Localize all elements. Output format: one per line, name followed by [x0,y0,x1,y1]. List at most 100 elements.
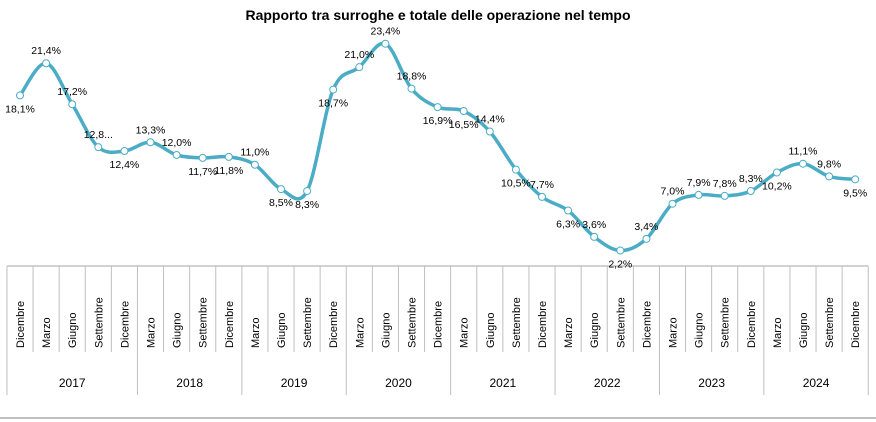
data-label: 12,0% [162,137,192,149]
data-label: 18,7% [318,98,348,110]
data-label: 8,5% [269,197,293,209]
data-label: 16,9% [423,115,453,127]
data-point [642,234,651,243]
year-label: 2020 [385,376,412,390]
data-label: 11,1% [789,146,818,158]
chart-title: Rapporto tra surroghe e totale delle ope… [245,7,631,23]
month-tick-label: Marzo [668,317,680,348]
month-tick-label: Giugno [485,313,497,348]
data-point [407,84,416,93]
data-label: 18,8% [397,71,427,83]
year-label: 2021 [489,376,516,390]
month-tick-label: Settembre [615,297,627,348]
data-label: 2,2% [608,259,632,271]
data-label: 3,6% [582,219,606,231]
data-point [668,199,677,208]
data-label: 12,8... [84,129,113,141]
data-point [224,152,233,161]
data-label: 18,1% [5,103,35,115]
data-label: 21,0% [344,49,374,61]
month-tick-label: Settembre [511,297,523,348]
data-point [146,138,155,147]
data-label-layer: 18,1% 21,4% 17,2% 12,8... 12,4% 13,3%12,0% 11,… [5,26,867,271]
data-point [355,63,364,72]
data-point [250,160,259,169]
data-point [616,246,625,255]
month-tick-label: Dicembre [328,301,340,348]
data-label: 6,3% [556,219,580,231]
data-label: 9,8% [817,158,841,170]
month-tick-label: Dicembre [850,301,862,348]
month-tick-label: Dicembre [537,301,549,348]
year-label: 2018 [176,376,203,390]
data-label: 23,4% [371,26,401,38]
data-label: 3,4% [634,221,658,233]
month-tick-label: Giugno [172,313,184,348]
month-tick-label: Giugno [694,313,706,348]
data-point [825,172,834,181]
month-tick-label: Dicembre [433,301,445,348]
month-tick-label: Giugno [276,313,288,348]
data-point [433,103,442,112]
month-tick-label: Marzo [250,317,262,348]
data-label: 7,0% [661,186,685,198]
data-label: 9,5% [843,187,867,199]
data-point [68,100,77,109]
data-point [590,232,599,241]
data-point [459,107,468,116]
data-label: 16,5% [449,119,479,131]
data-label: 14,4% [475,114,505,126]
month-tick-label: Dicembre [224,301,236,348]
data-label: 7,9% [687,177,711,189]
data-point [381,39,390,48]
data-point [851,175,860,184]
data-label: 7,7% [530,179,554,191]
month-tick-label: Settembre [302,297,314,348]
data-label: 8,3% [739,173,763,185]
data-label: 11,7% [188,166,217,178]
data-label: 11,0% [240,147,269,159]
month-tick-label: Giugno [798,313,810,348]
year-label: 2017 [59,376,86,390]
year-label: 2023 [698,376,725,390]
data-point [564,206,573,215]
month-tick-label: Settembre [720,297,732,348]
data-label: 13,3% [136,124,166,136]
data-point [329,85,338,94]
data-point [303,187,312,196]
month-tick-label: Marzo [459,317,471,348]
data-point [694,190,703,199]
month-tick-label: Giugno [67,313,79,348]
year-label: 2022 [594,376,621,390]
month-tick-label: Marzo [563,317,575,348]
data-point [746,187,755,196]
data-label: 8,3% [295,199,319,211]
month-tick-label: Dicembre [15,301,27,348]
month-tick-label: Dicembre [746,301,758,348]
month-tick-label: Dicembre [119,301,131,348]
data-point [720,191,729,200]
data-label: 12,4% [110,159,140,171]
month-tick-label: Settembre [93,297,105,348]
month-tick-label: Marzo [772,317,784,348]
data-label: 21,4% [31,45,61,57]
month-tick-label: Marzo [146,317,158,348]
month-tick-label: Giugno [589,313,601,348]
month-tick-label: Settembre [198,297,210,348]
data-point [538,192,546,201]
month-tick-label: Giugno [380,313,392,348]
data-point [120,147,129,156]
year-label: 2024 [803,376,830,390]
data-point [198,153,207,162]
data-label: 17,2% [57,86,87,98]
data-point [772,168,781,177]
year-label: 2019 [281,376,308,390]
axis-layer: 2017 2018 2019 2020 2021 2022 2023 2024 Dicembre… [0,265,876,419]
series-layer [16,39,860,255]
series-line [18,41,857,253]
data-point [16,91,24,100]
month-tick-label: Marzo [41,317,53,348]
data-label: 7,8% [713,178,737,190]
data-label: 10,2% [762,180,792,192]
